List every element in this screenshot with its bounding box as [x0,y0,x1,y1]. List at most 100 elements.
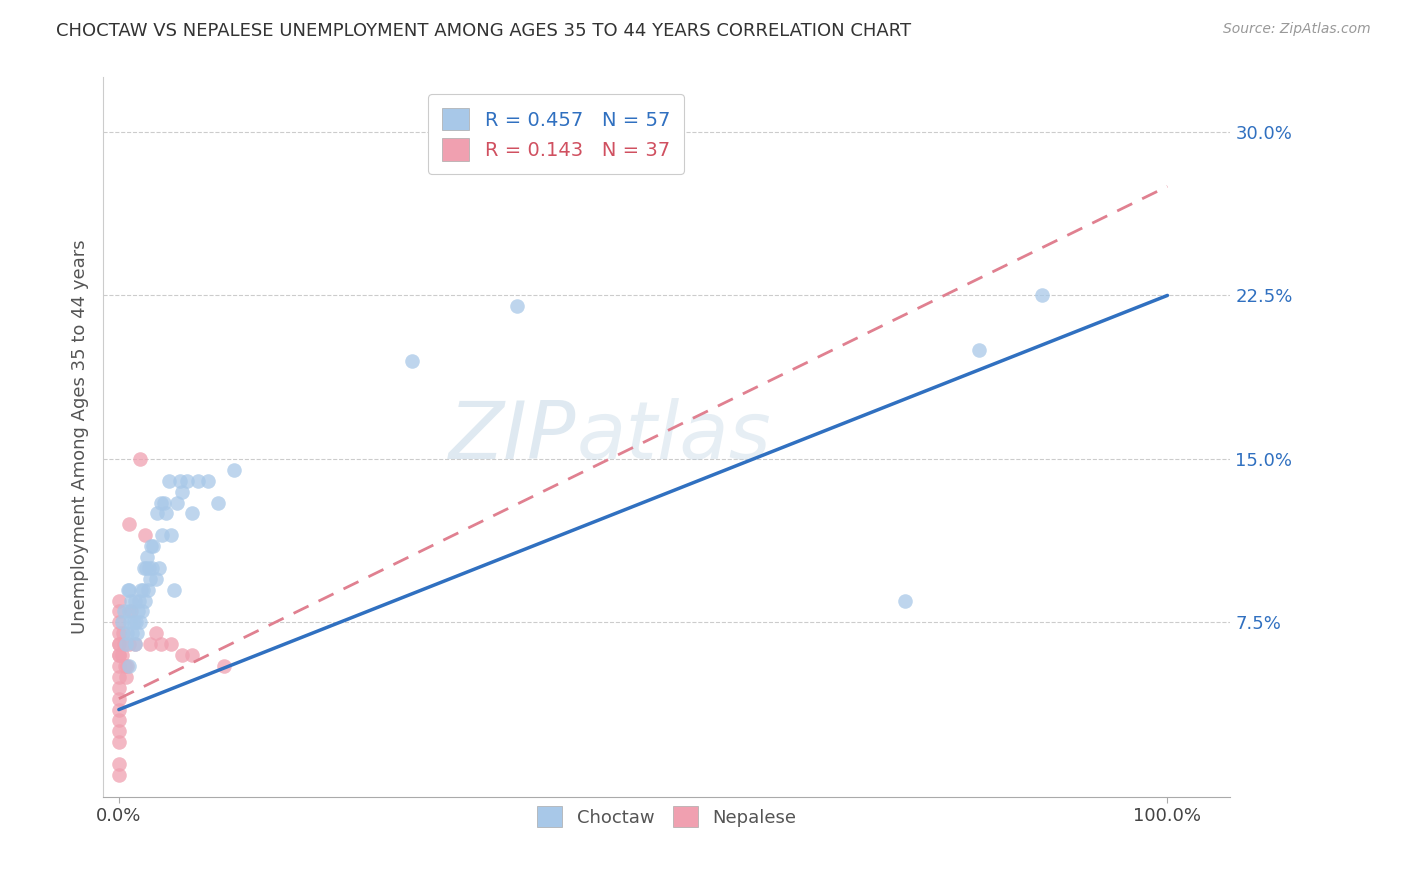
Point [118,637,141,651]
Point [149,637,172,651]
Point [148,561,170,575]
Point [124,615,146,630]
Point [141,561,163,575]
Point [117,659,139,673]
Point [132,561,155,575]
Point [131,605,153,619]
Point [132,582,155,597]
Text: ZIP: ZIP [449,398,576,476]
Point [111,615,134,630]
Point [401,354,423,368]
Point [894,593,917,607]
Point [129,582,152,597]
Point [149,495,172,509]
Point [115,670,138,684]
Point [128,615,150,630]
Point [117,626,139,640]
Point [128,593,150,607]
Point [112,637,135,651]
Point [108,605,131,619]
Point [160,637,183,651]
Point [120,615,142,630]
Point [108,714,131,728]
Point [125,626,148,640]
Point [153,495,176,509]
Point [454,146,477,161]
Point [108,724,131,739]
Point [122,615,145,630]
Text: atlas: atlas [576,398,772,476]
Point [176,474,198,488]
Point [124,593,146,607]
Point [108,691,131,706]
Point [160,528,183,542]
Point [134,593,156,607]
Point [108,735,131,749]
Text: Source: ZipAtlas.com: Source: ZipAtlas.com [1223,22,1371,37]
Point [145,572,167,586]
Point [506,299,529,313]
Point [108,703,131,717]
Point [138,561,160,575]
Point [136,582,159,597]
Point [197,474,219,488]
Point [186,474,208,488]
Point [169,474,191,488]
Point [967,343,990,357]
Point [111,648,134,662]
Point [108,648,131,662]
Point [108,648,131,662]
Point [128,451,150,466]
Text: CHOCTAW VS NEPALESE UNEMPLOYMENT AMONG AGES 35 TO 44 YEARS CORRELATION CHART: CHOCTAW VS NEPALESE UNEMPLOYMENT AMONG A… [56,22,911,40]
Point [170,484,193,499]
Point [181,648,204,662]
Point [112,626,135,640]
Point [124,637,146,651]
Point [163,582,186,597]
Point [170,648,193,662]
Point [150,528,173,542]
Point [155,507,177,521]
Point [141,539,163,553]
Point [121,626,143,640]
Point [124,637,146,651]
Point [139,572,162,586]
Point [207,495,229,509]
Point [115,637,138,651]
Point [108,637,131,651]
Point [142,539,165,553]
Point [224,463,246,477]
Point [1031,288,1053,302]
Point [127,605,149,619]
Point [118,582,141,597]
Point [118,605,141,619]
Point [118,517,141,532]
Point [136,549,159,564]
Point [145,626,167,640]
Point [108,593,131,607]
Point [120,605,142,619]
Point [108,768,131,782]
Point [108,757,131,772]
Point [120,593,142,607]
Point [108,670,131,684]
Point [117,582,139,597]
Point [212,659,235,673]
Point [112,605,135,619]
Point [181,507,204,521]
Point [145,507,167,521]
Point [108,637,131,651]
Point [166,495,188,509]
Point [114,659,136,673]
Y-axis label: Unemployment Among Ages 35 to 44 years: Unemployment Among Ages 35 to 44 years [72,240,89,634]
Point [108,681,131,695]
Point [135,561,157,575]
Point [108,626,131,640]
Point [134,528,156,542]
Point [139,637,162,651]
Point [118,659,141,673]
Point [157,474,180,488]
Point [108,615,131,630]
Legend: Choctaw, Nepalese: Choctaw, Nepalese [530,799,803,835]
Point [108,659,131,673]
